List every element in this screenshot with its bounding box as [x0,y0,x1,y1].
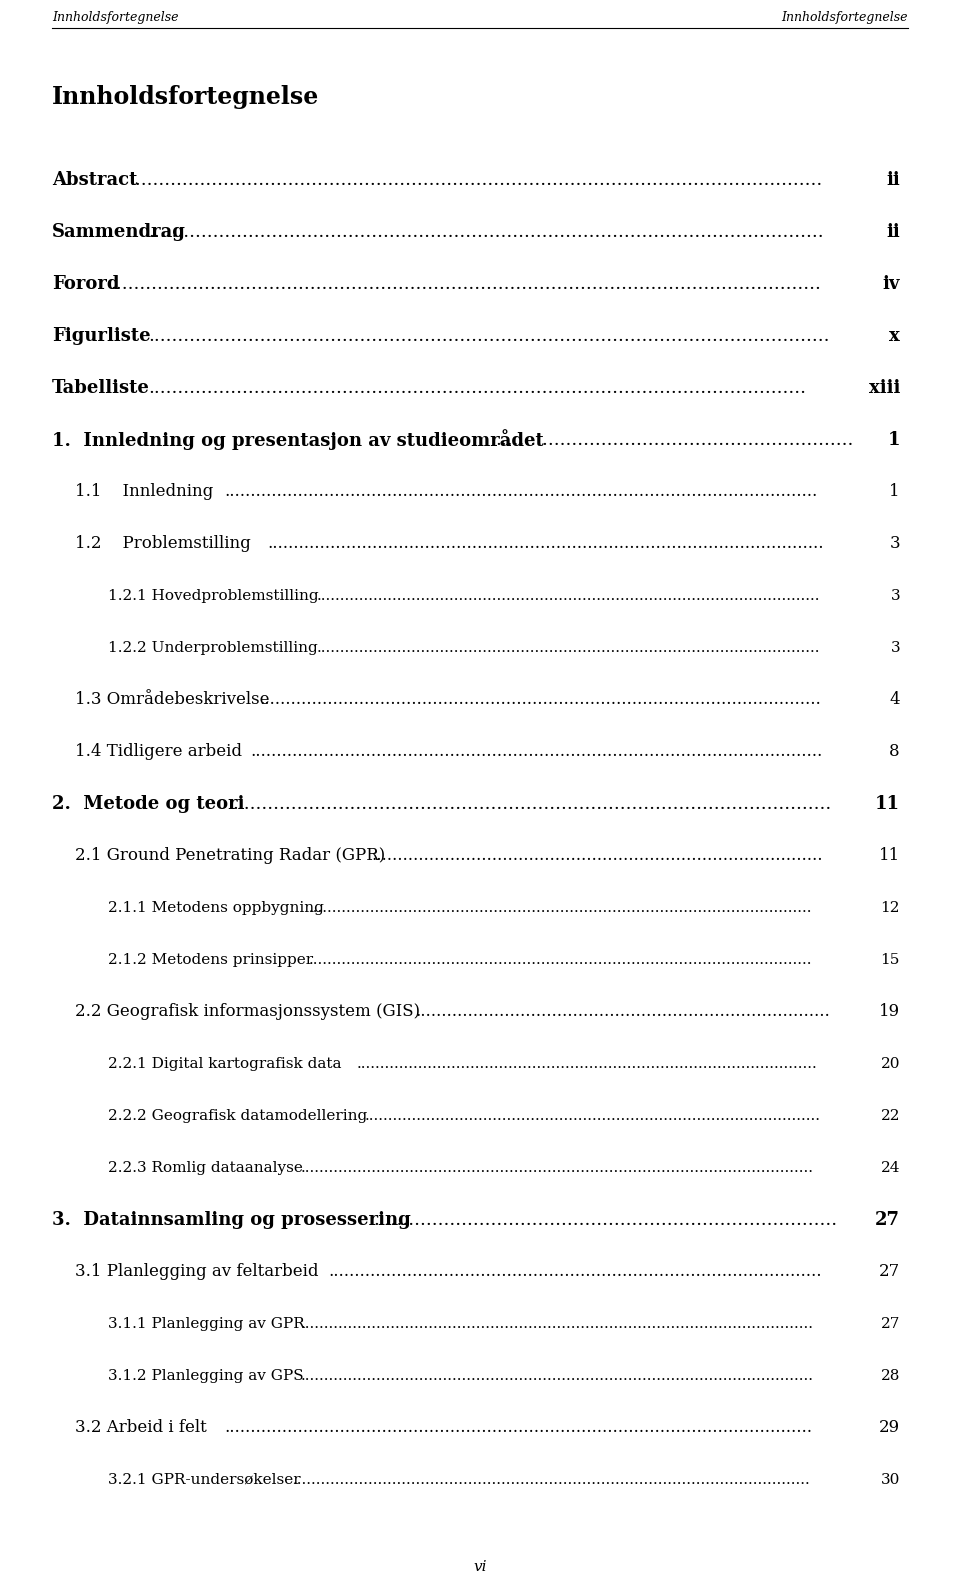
Text: 1.2.1 Hovedproblemstilling: 1.2.1 Hovedproblemstilling [108,589,319,603]
Text: ii: ii [886,223,900,240]
Text: 2.1 Ground Penetrating Radar (GPR): 2.1 Ground Penetrating Radar (GPR) [75,847,385,864]
Text: ................................................................................: ........................................… [251,743,823,761]
Text: Tabelliste: Tabelliste [52,379,150,396]
Text: ................................................................................: ........................................… [317,589,820,603]
Text: 1: 1 [889,484,900,500]
Text: iv: iv [882,275,900,293]
Text: 1.2.2 Underproblemstilling: 1.2.2 Underproblemstilling [108,642,318,654]
Text: vi: vi [473,1560,487,1574]
Text: 22: 22 [880,1110,900,1122]
Text: 27: 27 [880,1317,900,1331]
Text: Innholdsfortegnelse: Innholdsfortegnelse [52,84,320,108]
Text: ................................................................................: ........................................… [300,1161,814,1175]
Text: Abstract: Abstract [52,170,137,189]
Text: 4: 4 [889,691,900,708]
Text: 3.  Datainnsamling og prosessering: 3. Datainnsamling og prosessering [52,1212,411,1229]
Text: 20: 20 [880,1057,900,1071]
Text: ................................................................................: ........................................… [293,1473,810,1487]
Text: 2.2.1 Digital kartografisk data: 2.2.1 Digital kartografisk data [108,1057,342,1071]
Text: 8: 8 [889,743,900,761]
Text: 1.3 Områdebeskrivelse: 1.3 Områdebeskrivelse [75,691,270,708]
Text: 3.1.1 Planlegging av GPR: 3.1.1 Planlegging av GPR [108,1317,304,1331]
Text: ................................................................................: ........................................… [372,847,823,864]
Text: 1.1    Innledning: 1.1 Innledning [75,484,213,500]
Text: ................................................................................: ........................................… [232,794,831,814]
Text: xiii: xiii [869,379,900,396]
Text: 28: 28 [880,1369,900,1383]
Text: 2.  Metode og teori: 2. Metode og teori [52,794,245,814]
Text: .............................................................: ........................................… [495,431,853,449]
Text: ................................................................................: ........................................… [148,379,805,396]
Text: ................................................................................: ........................................… [268,535,825,552]
Text: Figurliste: Figurliste [52,326,151,345]
Text: ................................................................................: ........................................… [308,954,812,966]
Text: 29: 29 [878,1420,900,1436]
Text: 3.1 Planlegging av feltarbeid: 3.1 Planlegging av feltarbeid [75,1264,319,1280]
Text: 11: 11 [875,794,900,814]
Text: 2.1.1 Metodens oppbygning: 2.1.1 Metodens oppbygning [108,901,324,915]
Text: 1.2    Problemstilling: 1.2 Problemstilling [75,535,251,552]
Text: ................................................................................: ........................................… [225,484,818,500]
Text: ................................................................................: ........................................… [364,1110,820,1122]
Text: 2.2.3 Romlig dataanalyse: 2.2.3 Romlig dataanalyse [108,1161,302,1175]
Text: 3: 3 [890,589,900,603]
Text: ................................................................................: ........................................… [110,275,821,293]
Text: ...............................................................................: ........................................… [415,1003,829,1020]
Text: x: x [889,326,900,345]
Text: 12: 12 [880,901,900,915]
Text: ................................................................................: ........................................… [308,901,812,915]
Text: ................................................................................: ........................................… [300,1369,814,1383]
Text: 15: 15 [880,954,900,966]
Text: ................................................................................: ........................................… [259,691,821,708]
Text: 3: 3 [889,535,900,552]
Text: ................................................................................: ........................................… [356,1057,817,1071]
Text: Forord: Forord [52,275,119,293]
Text: 2.2.2 Geografisk datamodellering: 2.2.2 Geografisk datamodellering [108,1110,368,1122]
Text: Innholdsfortegnelse: Innholdsfortegnelse [781,11,908,24]
Text: 2.1.2 Metodens prinsipper: 2.1.2 Metodens prinsipper [108,954,313,966]
Text: 3: 3 [890,642,900,654]
Text: 3.2.1 GPR-undersøkelser: 3.2.1 GPR-undersøkelser [108,1473,300,1487]
Text: 27: 27 [875,1212,900,1229]
Text: Sammendrag: Sammendrag [52,223,186,240]
Text: 1: 1 [887,431,900,449]
Text: ...............................................................................: ........................................… [373,1212,837,1229]
Text: 30: 30 [880,1473,900,1487]
Text: 3.1.2 Planlegging av GPS: 3.1.2 Planlegging av GPS [108,1369,303,1383]
Text: 19: 19 [878,1003,900,1020]
Text: ................................................................................: ........................................… [328,1264,822,1280]
Text: ................................................................................: ........................................… [148,223,824,240]
Text: ................................................................................: ........................................… [317,642,820,654]
Text: Innholdsfortegnelse: Innholdsfortegnelse [52,11,179,24]
Text: ................................................................................: ........................................… [225,1420,812,1436]
Text: 1.4 Tidligere arbeid: 1.4 Tidligere arbeid [75,743,242,761]
Text: 1.  Innledning og presentasjon av studieområdet: 1. Innledning og presentasjon av studieo… [52,430,543,451]
Text: 3.2 Arbeid i felt: 3.2 Arbeid i felt [75,1420,206,1436]
Text: 24: 24 [880,1161,900,1175]
Text: ................................................................................: ........................................… [148,326,829,345]
Text: 11: 11 [878,847,900,864]
Text: 2.2 Geografisk informasjonssystem (GIS): 2.2 Geografisk informasjonssystem (GIS) [75,1003,420,1020]
Text: ii: ii [886,170,900,189]
Text: 27: 27 [878,1264,900,1280]
Text: ................................................................................: ........................................… [300,1317,814,1331]
Text: ................................................................................: ........................................… [129,170,823,189]
